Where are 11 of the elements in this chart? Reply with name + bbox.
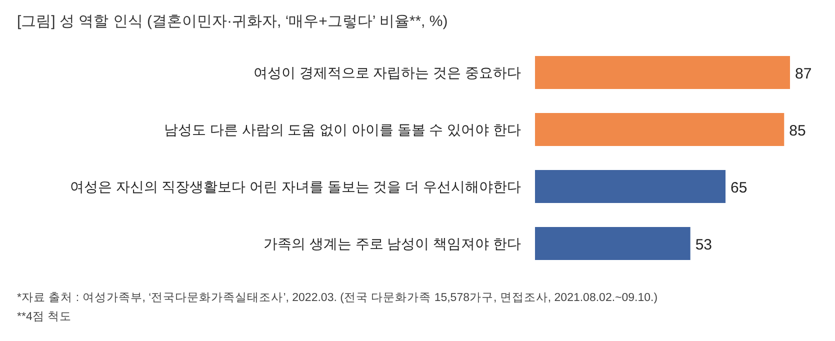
category-label: 여성은 자신의 직장생활보다 어린 자녀를 돌보는 것을 더 우선시해야한다 xyxy=(70,178,521,194)
title: [그림] 성 역할 인식 (결혼이민자·귀화자, ‘매우+그렇다’ 비율**, %) xyxy=(17,13,448,30)
annotation: **4점 척도 xyxy=(17,311,72,323)
data-label: 87 xyxy=(795,66,812,82)
annotation: *자료 출처 : 여성가족부, ‘전국다문화가족실태조사’, 2022.03. (전국 다문화가족 15,578가구, 면접조사, 2021.08.02.~09.10.) xyxy=(17,292,658,304)
data-label: 85 xyxy=(789,122,806,140)
category-label: 가족의 생계는 주로 남성이 책임져야 한다 xyxy=(264,236,521,252)
category-label: 남성도 다른 사람의 도움 없이 아이를 돌볼 수 있어야 한다 xyxy=(164,122,521,138)
data-label: 65 xyxy=(730,180,748,196)
category-label: 여성이 경제적으로 자립하는 것은 중요하다 xyxy=(253,64,521,80)
data-label: 53 xyxy=(695,236,712,254)
